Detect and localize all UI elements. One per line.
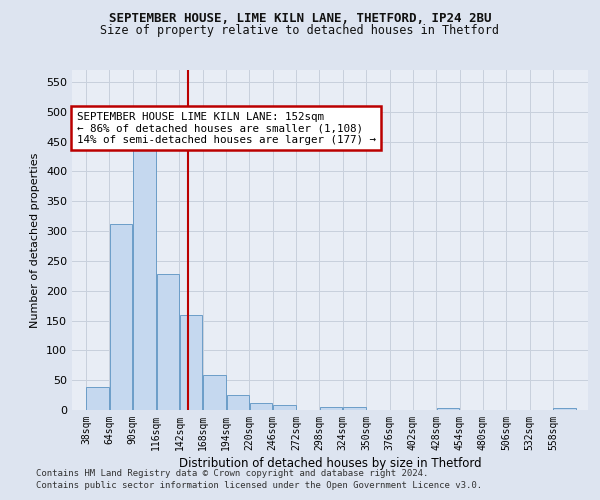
Text: Contains HM Land Registry data © Crown copyright and database right 2024.: Contains HM Land Registry data © Crown c…: [36, 468, 428, 477]
Bar: [553, 408, 576, 410]
Bar: [227, 395, 249, 410]
Bar: [180, 314, 202, 410]
Text: SEPTEMBER HOUSE LIME KILN LANE: 152sqm
← 86% of detached houses are smaller (1,1: SEPTEMBER HOUSE LIME KILN LANE: 152sqm ←…: [77, 112, 376, 145]
Text: SEPTEMBER HOUSE, LIME KILN LANE, THETFORD, IP24 2BU: SEPTEMBER HOUSE, LIME KILN LANE, THETFOR…: [109, 12, 491, 26]
Bar: [437, 408, 459, 410]
Bar: [110, 224, 132, 410]
Y-axis label: Number of detached properties: Number of detached properties: [31, 152, 40, 328]
Bar: [133, 138, 155, 410]
Bar: [250, 404, 272, 410]
X-axis label: Distribution of detached houses by size in Thetford: Distribution of detached houses by size …: [179, 457, 481, 470]
Bar: [86, 388, 109, 410]
Bar: [273, 405, 296, 410]
Bar: [157, 274, 179, 410]
Text: Size of property relative to detached houses in Thetford: Size of property relative to detached ho…: [101, 24, 499, 37]
Bar: [320, 407, 343, 410]
Bar: [343, 407, 366, 410]
Bar: [203, 376, 226, 410]
Text: Contains public sector information licensed under the Open Government Licence v3: Contains public sector information licen…: [36, 481, 482, 490]
